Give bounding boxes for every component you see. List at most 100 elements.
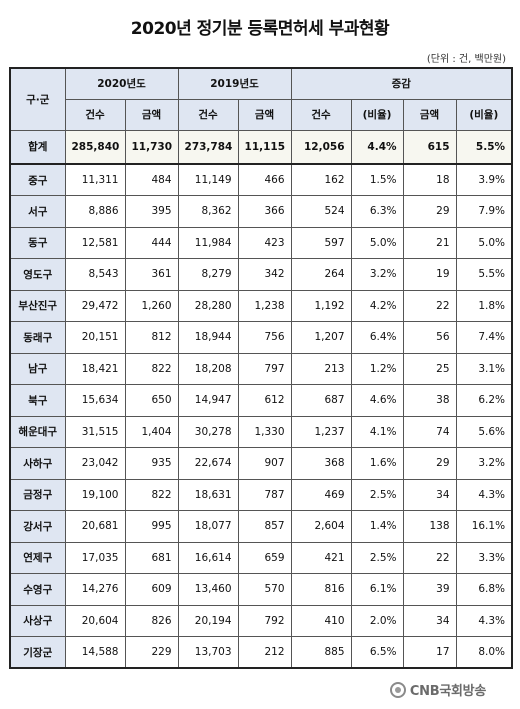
count-2020: 14,588 bbox=[64, 636, 126, 669]
count-2019: 20,194 bbox=[177, 604, 239, 637]
amount-ratio: 7.4% bbox=[455, 321, 513, 354]
region-name: 북구 bbox=[9, 384, 66, 417]
total-row: 합계 285,840 11,730 273,784 11,115 12,056 … bbox=[9, 129, 513, 165]
count-2019: 18,208 bbox=[177, 352, 239, 385]
count-ratio: 2.5% bbox=[350, 541, 404, 574]
table-body: 합계 285,840 11,730 273,784 11,115 12,056 … bbox=[9, 129, 513, 669]
count-2020: 19,100 bbox=[64, 478, 126, 511]
table-row: 동구 12,581 444 11,984 423 597 5.0% 21 5.0% bbox=[9, 226, 513, 259]
amount-change: 17 bbox=[402, 636, 457, 669]
broadcast-logo-icon bbox=[389, 681, 406, 698]
page-title: 2020년 정기분 등록면허세 부과현황 bbox=[130, 19, 390, 39]
amount-change: 21 bbox=[402, 226, 457, 259]
amount-2019: 787 bbox=[237, 478, 292, 511]
count-change: 2,604 bbox=[290, 510, 352, 543]
amount-change: 34 bbox=[402, 478, 457, 511]
count-2020: 18,421 bbox=[64, 352, 126, 385]
region-name: 기장군 bbox=[9, 636, 66, 669]
region-name: 동래구 bbox=[9, 321, 66, 354]
header-count-ratio: (비율) bbox=[350, 98, 404, 131]
total-amount-ratio: 5.5% bbox=[455, 129, 513, 165]
amount-ratio: 3.2% bbox=[455, 447, 513, 480]
amount-change: 19 bbox=[402, 258, 457, 291]
amount-ratio: 16.1% bbox=[455, 510, 513, 543]
amount-ratio: 3.3% bbox=[455, 541, 513, 574]
total-count-2020: 285,840 bbox=[64, 129, 126, 165]
table-row: 강서구 20,681 995 18,077 857 2,604 1.4% 138 16.1% bbox=[9, 510, 513, 543]
count-2020: 31,515 bbox=[64, 415, 126, 448]
amount-ratio: 8.0% bbox=[455, 636, 513, 669]
region-name: 해운대구 bbox=[9, 415, 66, 448]
amount-2019: 423 bbox=[237, 226, 292, 259]
count-2020: 29,472 bbox=[64, 289, 126, 322]
region-name: 부산진구 bbox=[9, 289, 66, 322]
amount-2019: 1,238 bbox=[237, 289, 292, 322]
amount-2020: 395 bbox=[124, 195, 179, 228]
count-2020: 23,042 bbox=[64, 447, 126, 480]
region-name: 중구 bbox=[9, 163, 66, 196]
count-2019: 28,280 bbox=[177, 289, 239, 322]
amount-2020: 609 bbox=[124, 573, 179, 606]
total-label: 합계 bbox=[9, 129, 66, 165]
amount-2020: 995 bbox=[124, 510, 179, 543]
header-count-change: 건수 bbox=[290, 98, 352, 131]
tax-table: 구·군 2020년도 2019년도 증감 건수 금액 건수 금액 건수 (비율)… bbox=[9, 67, 514, 669]
count-change: 410 bbox=[290, 604, 352, 637]
count-2020: 20,151 bbox=[64, 321, 126, 354]
logo-text: CNB국회방송 bbox=[409, 684, 486, 699]
table-row: 영도구 8,543 361 8,279 342 264 3.2% 19 5.5% bbox=[9, 258, 513, 291]
table-row: 북구 15,634 650 14,947 612 687 4.6% 38 6.2% bbox=[9, 384, 513, 417]
count-2020: 17,035 bbox=[64, 541, 126, 574]
amount-2020: 826 bbox=[124, 604, 179, 637]
amount-2019: 570 bbox=[237, 573, 292, 606]
amount-change: 39 bbox=[402, 573, 457, 606]
count-ratio: 1.6% bbox=[350, 447, 404, 480]
header-region: 구·군 bbox=[9, 67, 66, 131]
region-name: 연제구 bbox=[9, 541, 66, 574]
table-row: 금정구 19,100 822 18,631 787 469 2.5% 34 4.3% bbox=[9, 478, 513, 511]
count-change: 264 bbox=[290, 258, 352, 291]
count-ratio: 6.1% bbox=[350, 573, 404, 606]
amount-2020: 484 bbox=[124, 163, 179, 196]
amount-2019: 612 bbox=[237, 384, 292, 417]
amount-change: 18 bbox=[402, 163, 457, 196]
total-amount-2020: 11,730 bbox=[124, 129, 179, 165]
count-2019: 14,947 bbox=[177, 384, 239, 417]
count-ratio: 2.0% bbox=[350, 604, 404, 637]
region-name: 서구 bbox=[9, 195, 66, 228]
count-change: 213 bbox=[290, 352, 352, 385]
count-change: 687 bbox=[290, 384, 352, 417]
table-row: 연제구 17,035 681 16,614 659 421 2.5% 22 3.3% bbox=[9, 541, 513, 574]
region-name: 영도구 bbox=[9, 258, 66, 291]
header-count-2019: 건수 bbox=[177, 98, 239, 131]
amount-2020: 650 bbox=[124, 384, 179, 417]
count-2020: 11,311 bbox=[64, 163, 126, 196]
count-2020: 12,581 bbox=[64, 226, 126, 259]
region-name: 사하구 bbox=[9, 447, 66, 480]
amount-ratio: 7.9% bbox=[455, 195, 513, 228]
amount-change: 38 bbox=[402, 384, 457, 417]
amount-2020: 229 bbox=[124, 636, 179, 669]
amount-2020: 812 bbox=[124, 321, 179, 354]
count-2019: 18,077 bbox=[177, 510, 239, 543]
amount-2019: 756 bbox=[237, 321, 292, 354]
region-name: 동구 bbox=[9, 226, 66, 259]
total-amount-change: 615 bbox=[402, 129, 457, 165]
amount-2020: 1,260 bbox=[124, 289, 179, 322]
amount-2019: 792 bbox=[237, 604, 292, 637]
header-2019: 2019년도 bbox=[177, 67, 292, 100]
count-ratio: 1.2% bbox=[350, 352, 404, 385]
count-change: 368 bbox=[290, 447, 352, 480]
count-change: 1,192 bbox=[290, 289, 352, 322]
count-change: 469 bbox=[290, 478, 352, 511]
amount-ratio: 6.2% bbox=[455, 384, 513, 417]
table-row: 해운대구 31,515 1,404 30,278 1,330 1,237 4.1% 74 5.6… bbox=[9, 415, 513, 448]
count-ratio: 1.5% bbox=[350, 163, 404, 196]
amount-change: 56 bbox=[402, 321, 457, 354]
amount-2019: 466 bbox=[237, 163, 292, 196]
header-count-2020: 건수 bbox=[64, 98, 126, 131]
count-2020: 8,543 bbox=[64, 258, 126, 291]
count-2019: 13,703 bbox=[177, 636, 239, 669]
count-ratio: 6.5% bbox=[350, 636, 404, 669]
amount-2019: 659 bbox=[237, 541, 292, 574]
